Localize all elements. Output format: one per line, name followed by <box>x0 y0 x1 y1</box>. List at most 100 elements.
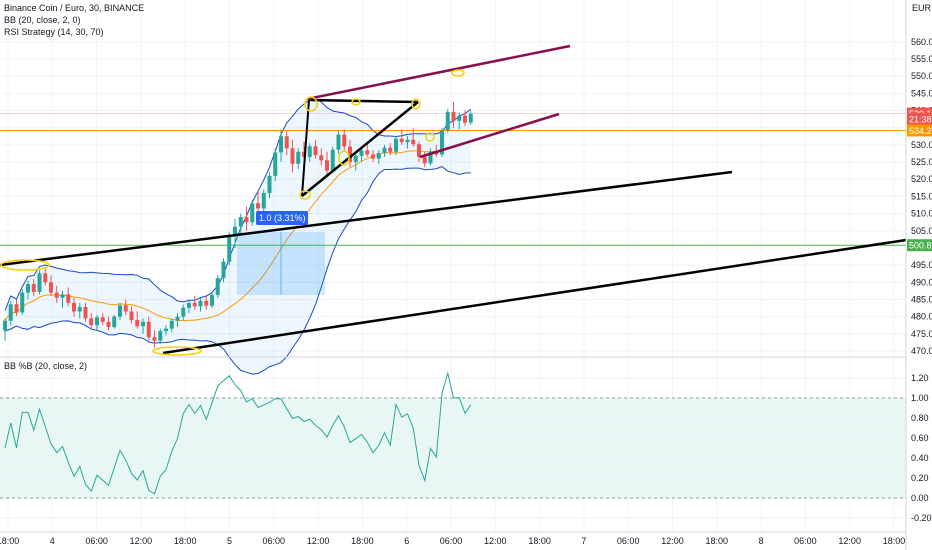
candle <box>394 136 398 156</box>
time-tick-label: 18:00 <box>174 536 197 546</box>
indicator-bb-label[interactable]: BB (20, close, 2, 0) <box>4 15 81 25</box>
candle <box>215 275 220 298</box>
candle <box>319 148 324 166</box>
candle <box>279 129 283 163</box>
candle <box>457 112 462 130</box>
time-tick-label: 18:00 <box>528 536 551 546</box>
candle <box>468 111 473 125</box>
candle <box>330 146 335 173</box>
time-tick-label: 06:00 <box>617 536 640 546</box>
candle <box>399 129 404 145</box>
candle <box>342 129 347 152</box>
pctb-tick-label: 1.20 <box>911 373 929 383</box>
highlight-ellipse <box>338 150 350 166</box>
candle <box>371 150 375 163</box>
candle <box>376 150 381 164</box>
candle <box>210 292 214 309</box>
time-tick-label: 8 <box>759 536 764 546</box>
pctb-tick-label: 0.60 <box>911 433 929 443</box>
price-tag: 500.8 <box>907 239 932 252</box>
candle <box>8 301 13 326</box>
indicator-pctb-label[interactable]: BB %B (20, close, 2) <box>4 361 87 371</box>
candle <box>141 318 145 334</box>
candle <box>463 110 467 126</box>
highlight-ellipse <box>425 132 435 142</box>
candle <box>72 297 76 317</box>
candle <box>325 151 329 176</box>
price-tick-label: 485.0 <box>911 294 932 304</box>
highlight-ellipse <box>451 69 465 77</box>
candle <box>388 143 393 156</box>
price-tick-label: 490.0 <box>911 277 932 287</box>
price-tick-label: 550.0 <box>911 71 932 81</box>
channel-line-lower[interactable] <box>419 112 560 159</box>
candle <box>227 232 232 266</box>
trend-line-upper[interactable] <box>0 170 733 267</box>
candle <box>204 296 209 310</box>
time-tick-label: 5 <box>227 536 232 546</box>
candle <box>95 314 99 331</box>
candle <box>307 143 312 163</box>
highlight-ellipse <box>0 259 50 271</box>
candle <box>43 268 48 286</box>
candle <box>49 275 53 297</box>
candle <box>129 306 134 324</box>
candle <box>14 299 19 316</box>
candle <box>192 296 197 310</box>
time-tick-label: 12:00 <box>307 536 330 546</box>
candle <box>118 302 122 321</box>
candle <box>353 153 358 171</box>
time-axis[interactable]: 18:00 4 06:00 12:00 18:00 5 06:00 12:00 18:00 6 06… <box>0 536 905 546</box>
candle <box>135 311 140 329</box>
candlestick-series <box>3 101 473 348</box>
triangle-left-line[interactable] <box>301 99 310 197</box>
candle <box>54 285 59 303</box>
symbol-title: Binance Coin / Euro, 30, BINANCE <box>4 3 144 13</box>
swing-highlights <box>0 69 465 356</box>
price-tag: 534.2 <box>907 124 932 137</box>
pctb-tick-label: 0.40 <box>911 453 929 463</box>
pctb-band-background <box>0 398 906 498</box>
trend-line-lower[interactable] <box>162 238 907 355</box>
price-tick-label: 555.0 <box>911 54 932 64</box>
time-tick-label: 06:00 <box>440 536 463 546</box>
channel-line-upper[interactable] <box>306 44 571 101</box>
candle <box>405 136 410 149</box>
candle <box>256 191 260 212</box>
pctb-axis[interactable]: -0.20 0.00 0.20 0.40 0.60 0.80 1.00 1.20 <box>911 373 932 523</box>
price-tick-label: 495.0 <box>911 260 932 270</box>
indicator-rsi-label[interactable]: RSI Strategy (14, 30, 70) <box>4 27 104 37</box>
triangle-top-line[interactable] <box>308 98 419 104</box>
time-tick-label: 06:00 <box>794 536 817 546</box>
candle <box>261 189 266 214</box>
candle <box>440 127 444 157</box>
highlight-ellipse <box>411 98 421 110</box>
bollinger-basis <box>4 140 471 322</box>
price-axis[interactable]: 470.0475.0480.0485.0490.0495.0500.0505.0… <box>911 37 932 356</box>
candle <box>146 316 151 341</box>
candle <box>164 325 168 336</box>
price-tick-label: 475.0 <box>911 329 932 339</box>
candle <box>89 313 94 329</box>
currency-label: EUR <box>912 3 932 13</box>
triangle-right-line[interactable] <box>301 101 419 197</box>
price-tick-label: 525.0 <box>911 157 932 167</box>
candle <box>411 128 416 147</box>
position-label[interactable]: 1.0 (3.31%) 160 <box>256 211 323 225</box>
candle <box>336 131 341 154</box>
candle <box>187 299 191 314</box>
candle <box>181 304 186 321</box>
price-tick-label: 530.0 <box>911 140 932 150</box>
price-tick-label: 510.0 <box>911 209 932 219</box>
candle <box>100 313 105 326</box>
time-tick-label: 06:00 <box>85 536 108 546</box>
position-label-text: 1.0 (3.31%) 160 <box>259 213 323 223</box>
candle <box>3 318 7 341</box>
candle <box>123 299 128 315</box>
candle <box>313 139 318 159</box>
price-tag-text: 21:38 <box>909 115 932 125</box>
candle <box>77 302 82 319</box>
time-tick-label: 12:00 <box>130 536 153 546</box>
